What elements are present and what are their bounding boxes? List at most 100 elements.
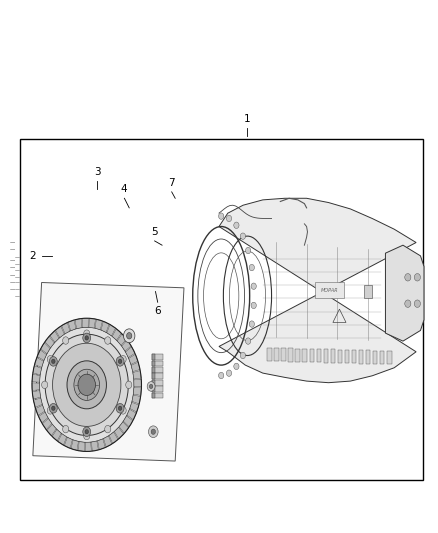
Polygon shape (129, 354, 138, 365)
Polygon shape (33, 366, 42, 375)
Bar (387, 351, 392, 365)
Text: MOPAR: MOPAR (321, 288, 338, 293)
Circle shape (147, 382, 155, 391)
Circle shape (83, 427, 91, 437)
Circle shape (47, 356, 53, 363)
Circle shape (120, 356, 126, 363)
Circle shape (249, 264, 254, 271)
Bar (152, 360, 155, 367)
Bar (152, 379, 163, 386)
Polygon shape (119, 422, 129, 433)
Text: 5: 5 (151, 227, 158, 237)
Bar (315, 282, 344, 298)
Polygon shape (134, 387, 141, 395)
Polygon shape (35, 405, 45, 415)
Circle shape (405, 273, 411, 281)
Polygon shape (39, 412, 48, 423)
Circle shape (251, 302, 256, 309)
Polygon shape (132, 395, 141, 404)
Polygon shape (98, 439, 105, 450)
Polygon shape (41, 343, 50, 354)
Circle shape (249, 321, 254, 327)
Text: 4: 4 (120, 184, 127, 194)
Circle shape (414, 273, 420, 281)
Polygon shape (32, 391, 41, 399)
Polygon shape (62, 322, 70, 334)
Bar (295, 349, 300, 362)
Polygon shape (33, 282, 184, 461)
Polygon shape (82, 318, 88, 327)
Circle shape (124, 329, 135, 343)
Circle shape (127, 333, 132, 339)
Circle shape (105, 425, 111, 433)
Polygon shape (101, 321, 109, 333)
Polygon shape (71, 440, 78, 450)
Circle shape (83, 333, 91, 343)
Circle shape (240, 233, 246, 239)
Polygon shape (50, 331, 59, 342)
Polygon shape (130, 402, 139, 412)
Circle shape (219, 213, 224, 219)
Polygon shape (64, 437, 72, 448)
Polygon shape (122, 340, 131, 351)
Bar (364, 285, 372, 298)
Polygon shape (45, 336, 54, 348)
Circle shape (246, 338, 251, 344)
Circle shape (42, 381, 48, 389)
Circle shape (246, 247, 251, 254)
Circle shape (405, 300, 411, 308)
Polygon shape (107, 325, 116, 336)
Circle shape (85, 336, 88, 340)
Polygon shape (47, 424, 56, 436)
Bar (324, 349, 328, 362)
Bar (152, 367, 163, 373)
Bar (303, 349, 307, 362)
Circle shape (52, 406, 55, 410)
Bar (152, 373, 155, 379)
Polygon shape (85, 442, 92, 451)
Circle shape (67, 361, 106, 409)
Circle shape (234, 222, 239, 229)
Polygon shape (134, 379, 141, 387)
Polygon shape (131, 362, 140, 372)
Text: —
—: — — (10, 241, 15, 253)
Bar (317, 349, 321, 362)
Text: 7: 7 (168, 177, 175, 188)
Polygon shape (58, 434, 67, 445)
Circle shape (148, 426, 158, 438)
Polygon shape (109, 432, 118, 443)
Bar (152, 392, 155, 399)
Circle shape (219, 372, 224, 378)
Bar (152, 354, 155, 360)
Polygon shape (32, 383, 39, 391)
Bar (380, 351, 385, 364)
Circle shape (45, 334, 128, 435)
Bar (359, 350, 363, 364)
Circle shape (78, 374, 95, 395)
Polygon shape (127, 409, 136, 420)
Polygon shape (35, 358, 44, 367)
Polygon shape (78, 442, 85, 451)
Circle shape (116, 403, 124, 413)
Polygon shape (103, 436, 112, 447)
Circle shape (53, 343, 121, 426)
Bar (352, 350, 356, 364)
Bar (20, 139, 423, 480)
Bar (267, 348, 272, 361)
Bar (152, 386, 163, 392)
Text: —
—
—: — — — (10, 273, 15, 292)
Text: 3: 3 (94, 167, 101, 177)
Circle shape (63, 337, 69, 344)
Circle shape (414, 300, 420, 308)
Circle shape (74, 369, 99, 400)
Circle shape (85, 430, 88, 434)
Text: 6: 6 (154, 306, 161, 317)
Bar (152, 379, 155, 386)
Bar (152, 354, 163, 360)
Text: 2: 2 (29, 251, 36, 261)
Circle shape (149, 384, 153, 389)
Text: —
—: — — (15, 269, 20, 280)
Text: —
—
—: — — — (15, 280, 20, 299)
Circle shape (63, 425, 69, 433)
Circle shape (240, 352, 246, 359)
